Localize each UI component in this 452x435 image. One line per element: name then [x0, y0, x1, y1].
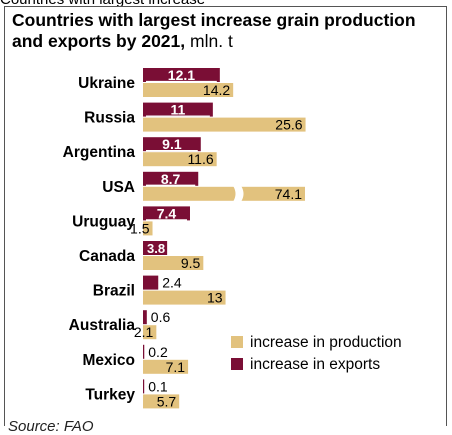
category-label-brazil: Brazil — [93, 283, 135, 300]
legend-swatch-production — [231, 336, 243, 348]
category-label-turkey: Turkey — [85, 386, 135, 403]
export-value-usa: 8.7 — [161, 171, 181, 187]
production-bar-canada — [143, 256, 204, 270]
production-bar-argentina — [143, 152, 217, 167]
chart-title-bold: Countries with largest increase grain pr… — [12, 10, 416, 51]
export-value-australia: 0.6 — [151, 309, 171, 325]
production-value-mexico: 7.1 — [166, 359, 186, 375]
export-value-brazil: 2.4 — [162, 275, 182, 291]
source-note: Source: FAO — [8, 418, 94, 435]
export-value-turkey: 0.1 — [148, 378, 168, 394]
production-value-canada: 9.5 — [181, 255, 201, 271]
production-value-usa: 74.1 — [275, 186, 302, 202]
production-bar-usa — [143, 186, 305, 201]
export-value-russia: 11 — [171, 102, 186, 118]
production-value-russia: 25.6 — [275, 117, 302, 133]
chart-title: Countries with largest increase grain pr… — [12, 10, 447, 52]
category-label-canada: Canada — [79, 248, 135, 265]
export-bar-canada — [143, 241, 168, 255]
clipped-header-fragment: Countries with largest increase — [0, 0, 205, 8]
production-value-ukraine: 14.2 — [203, 82, 230, 98]
export-bar-turkey — [143, 379, 145, 394]
export-value-argentina: 9.1 — [162, 136, 182, 152]
export-bar-argentina — [143, 137, 201, 152]
production-bar-australia — [143, 325, 157, 340]
production-bar-uruguay — [143, 221, 153, 236]
export-value-uruguay: 7.4 — [157, 205, 177, 221]
legend-label-exports: increase in exports — [250, 356, 380, 373]
production-value-argentina: 11.6 — [187, 151, 213, 167]
production-value-brazil: 13 — [207, 290, 223, 306]
chart-title-unit: mln. t — [190, 31, 233, 51]
export-value-mexico: 0.2 — [148, 344, 168, 360]
category-label-usa: USA — [102, 179, 135, 196]
legend-label-production: increase in production — [250, 334, 402, 351]
export-bar-usa — [143, 171, 199, 186]
chart-panel — [4, 6, 447, 426]
production-value-uruguay: 1.5 — [130, 220, 150, 236]
production-bar-mexico — [143, 359, 189, 374]
category-label-mexico: Mexico — [82, 352, 135, 369]
production-bar-turkey — [143, 394, 180, 409]
axis-break-mark-usa — [233, 185, 244, 202]
legend-swatch-exports — [231, 358, 243, 370]
production-value-turkey: 5.7 — [157, 393, 177, 409]
export-bar-ukraine — [143, 68, 220, 82]
export-bar-brazil — [143, 275, 159, 290]
export-bar-mexico — [143, 344, 145, 359]
export-bar-uruguay — [143, 206, 190, 221]
category-label-russia: Russia — [84, 110, 135, 127]
export-value-canada: 3.8 — [147, 241, 165, 256]
production-bar-brazil — [143, 290, 226, 305]
category-label-uruguay: Uruguay — [72, 213, 135, 230]
category-label-argentina: Argentina — [63, 144, 136, 161]
export-value-ukraine: 12.1 — [168, 67, 195, 83]
category-label-ukraine: Ukraine — [78, 75, 135, 92]
production-bar-ukraine — [143, 83, 234, 97]
production-bar-russia — [143, 117, 306, 132]
export-bar-russia — [143, 102, 213, 117]
export-bar-australia — [143, 310, 147, 325]
production-value-australia: 2.1 — [134, 324, 154, 340]
category-label-australia: Australia — [69, 317, 136, 334]
